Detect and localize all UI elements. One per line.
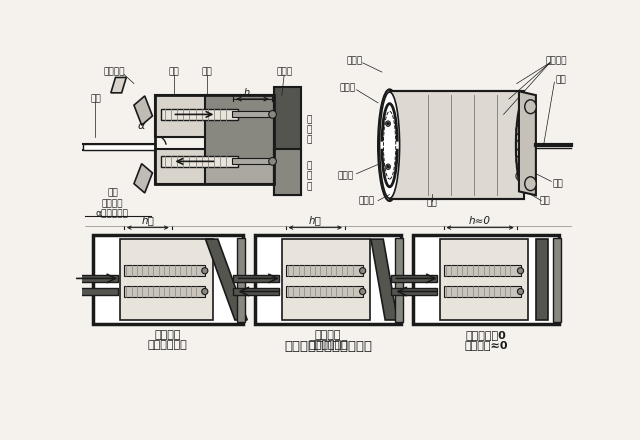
Bar	[205, 95, 274, 161]
Text: 输出流量变少: 输出流量变少	[308, 341, 348, 350]
Circle shape	[360, 268, 365, 274]
Bar	[124, 286, 205, 297]
Text: 缸体: 缸体	[427, 198, 437, 207]
Ellipse shape	[516, 99, 533, 191]
Circle shape	[269, 110, 276, 118]
Text: 斜盘: 斜盘	[540, 196, 550, 205]
Bar	[120, 239, 212, 320]
Text: 泵轴: 泵轴	[555, 75, 566, 84]
Bar	[444, 286, 520, 297]
Text: 斜盘: 斜盘	[107, 188, 118, 198]
Ellipse shape	[525, 177, 536, 191]
Bar	[391, 288, 437, 295]
Text: α: α	[138, 121, 145, 131]
Polygon shape	[134, 164, 152, 193]
Text: 出油口: 出油口	[338, 172, 354, 180]
Text: 配油盘: 配油盘	[276, 68, 292, 77]
Ellipse shape	[378, 89, 401, 201]
Text: 斜盘角小: 斜盘角小	[315, 330, 341, 341]
Text: 斜盘角约为0: 斜盘角约为0	[465, 330, 506, 341]
Ellipse shape	[380, 92, 399, 198]
Bar	[232, 111, 270, 117]
Bar	[391, 275, 437, 282]
Text: 吸油口: 吸油口	[339, 83, 355, 92]
Bar	[83, 143, 155, 150]
Text: h: h	[244, 88, 250, 98]
Bar	[395, 238, 403, 322]
Bar	[440, 239, 528, 320]
Bar	[237, 238, 245, 322]
Circle shape	[360, 289, 365, 295]
Text: 柱塞: 柱塞	[168, 68, 179, 77]
Polygon shape	[519, 91, 536, 195]
Polygon shape	[371, 239, 397, 320]
Bar	[232, 158, 270, 165]
Bar	[234, 275, 280, 282]
Circle shape	[517, 268, 524, 274]
Text: 柱塞组件: 柱塞组件	[546, 56, 568, 65]
Bar	[124, 265, 205, 276]
Bar	[72, 288, 118, 295]
Bar	[274, 149, 301, 195]
Text: 吸
油
腔: 吸 油 腔	[306, 161, 312, 191]
Polygon shape	[205, 239, 247, 320]
Bar	[234, 288, 280, 295]
Text: 腰形槽: 腰形槽	[347, 56, 363, 65]
Bar	[444, 265, 520, 276]
Text: 腰形槽: 腰形槽	[358, 196, 374, 205]
Ellipse shape	[386, 164, 390, 169]
Text: h小: h小	[308, 216, 321, 226]
Bar	[255, 235, 401, 324]
Bar	[161, 156, 238, 167]
Text: 耳轴: 耳轴	[553, 179, 564, 188]
Text: α角大小可变: α角大小可变	[96, 209, 129, 218]
Bar	[155, 95, 274, 184]
Bar	[285, 286, 363, 297]
Text: 斜盘角大: 斜盘角大	[155, 330, 181, 341]
Bar	[390, 91, 524, 199]
Polygon shape	[536, 239, 548, 320]
Text: 斜盘式轴向柱塞泵的变量: 斜盘式轴向柱塞泵的变量	[284, 341, 372, 353]
Bar	[155, 95, 274, 137]
Polygon shape	[134, 96, 152, 125]
Circle shape	[387, 122, 389, 125]
Text: 输出流量≈0: 输出流量≈0	[464, 341, 508, 350]
Bar	[285, 265, 363, 276]
Text: h≈0: h≈0	[468, 216, 491, 226]
Text: 排
油
腔: 排 油 腔	[306, 115, 312, 145]
Bar	[93, 235, 243, 324]
Bar	[155, 149, 274, 184]
Bar	[161, 109, 238, 120]
Bar	[72, 275, 118, 282]
Polygon shape	[111, 77, 126, 93]
Circle shape	[387, 165, 389, 168]
Text: 变量机构: 变量机构	[103, 68, 125, 77]
Text: 斜盘摆动: 斜盘摆动	[102, 199, 123, 208]
Text: 泵轴: 泵轴	[90, 95, 101, 103]
Text: 缸体: 缸体	[202, 68, 212, 77]
Circle shape	[269, 158, 276, 165]
Text: 输出流量最大: 输出流量最大	[148, 341, 188, 350]
Circle shape	[517, 289, 524, 295]
Bar	[205, 161, 274, 184]
Bar	[282, 239, 371, 320]
Bar	[553, 238, 561, 322]
Ellipse shape	[525, 100, 536, 114]
Ellipse shape	[386, 121, 390, 126]
Circle shape	[202, 289, 208, 295]
Text: h大: h大	[141, 216, 154, 226]
Bar	[413, 235, 559, 324]
Bar	[274, 88, 301, 195]
Circle shape	[202, 268, 208, 274]
